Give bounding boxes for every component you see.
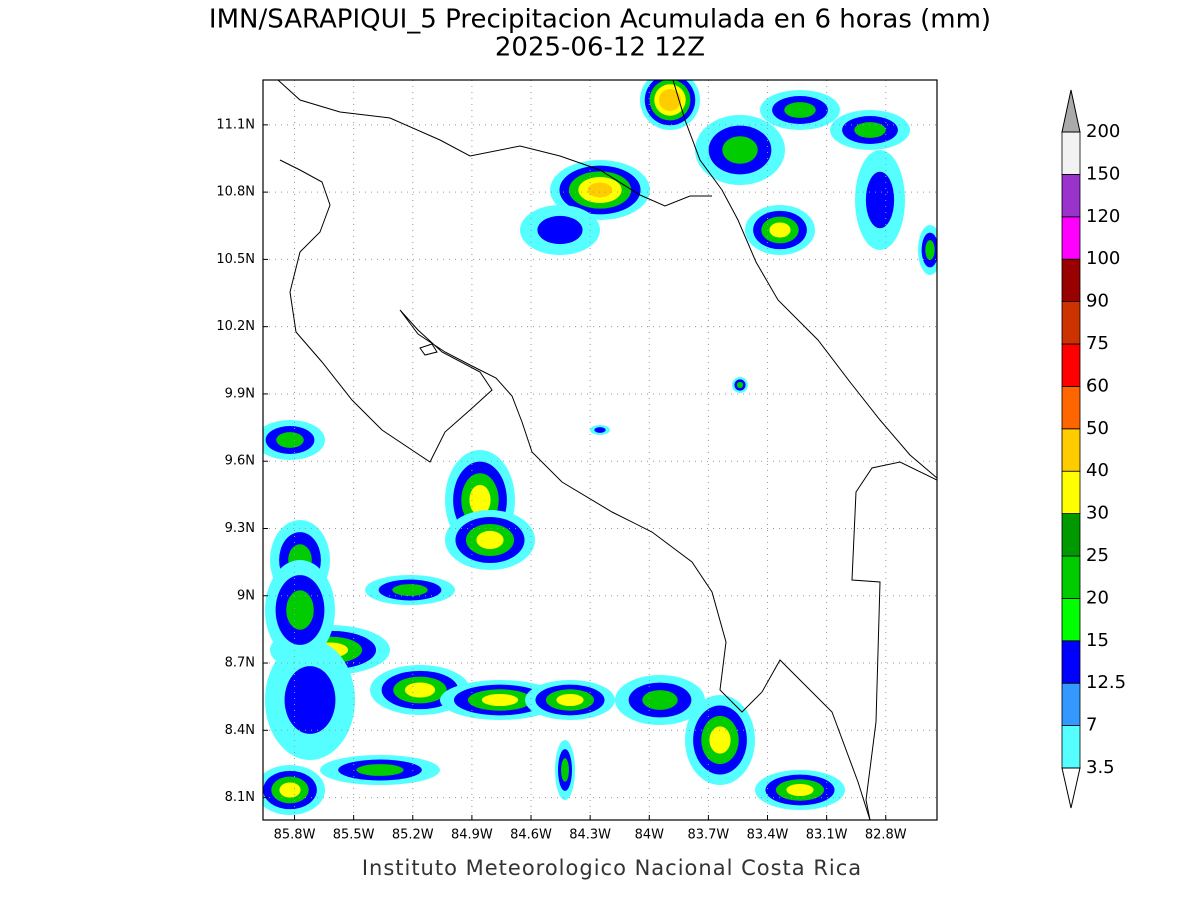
island xyxy=(419,343,438,356)
precip-contour xyxy=(356,764,404,776)
colorbar-segment xyxy=(1061,301,1081,345)
x-tick-label: 84W xyxy=(635,828,665,843)
pacific-coast xyxy=(279,159,871,820)
caribbean-coast xyxy=(672,80,937,479)
colorbar-segment xyxy=(1061,173,1081,218)
y-tick-label: 11.1N xyxy=(216,117,255,132)
colorbar-label: 30 xyxy=(1086,503,1109,524)
panama-border xyxy=(851,461,937,820)
y-tick-label: 10.8N xyxy=(216,185,255,200)
colorbar-segment xyxy=(1061,725,1081,769)
colorbar-label: 15 xyxy=(1086,630,1109,651)
x-tick-label: 84.3W xyxy=(569,828,611,843)
y-tick-label: 9.6N xyxy=(225,454,255,469)
precip-contour xyxy=(594,427,606,433)
y-tick-label: 10.5N xyxy=(216,252,255,267)
colorbar-label: 40 xyxy=(1086,460,1109,481)
colorbar-segment xyxy=(1061,470,1081,515)
map-subtitle: 2025-06-12 12Z xyxy=(495,33,705,63)
x-tick-label: 82.8W xyxy=(865,828,907,843)
colorbar-segment xyxy=(1061,555,1081,599)
colorbar-label: 7 xyxy=(1086,715,1097,736)
colorbar-segment xyxy=(1061,385,1081,430)
border-north xyxy=(277,80,712,207)
precip-contour xyxy=(642,690,678,710)
precip-contour xyxy=(469,484,491,516)
precipitation-field xyxy=(263,80,937,815)
x-tick-label: 84.9W xyxy=(451,828,493,843)
y-tick-label: 9.9N xyxy=(225,386,255,401)
colorbar-label: 25 xyxy=(1086,545,1109,566)
x-tick-label: 84.6W xyxy=(510,828,552,843)
colorbar-under xyxy=(1061,767,1081,809)
precip-contour xyxy=(392,584,428,596)
x-tick-label: 85.8W xyxy=(274,828,316,843)
precip-contour xyxy=(404,682,436,698)
x-tick-label: 83.1W xyxy=(806,828,848,843)
precip-contour xyxy=(925,240,935,260)
x-tick-label: 83.4W xyxy=(747,828,789,843)
precip-contour xyxy=(556,693,584,707)
colorbar-segment xyxy=(1061,258,1081,303)
x-tick-label: 83.7W xyxy=(687,828,729,843)
colorbar-label: 50 xyxy=(1086,418,1109,439)
y-tick-label: 8.4N xyxy=(225,723,255,738)
y-tick-label: 8.1N xyxy=(225,790,255,805)
precip-contour xyxy=(854,122,886,138)
colorbar-label: 20 xyxy=(1086,587,1109,608)
colorbar-label: 120 xyxy=(1086,206,1120,227)
map-title: IMN/SARAPIQUI_5 Precipitacion Acumulada … xyxy=(209,5,991,35)
precip-contour xyxy=(769,222,791,238)
colorbar-segment xyxy=(1061,216,1081,260)
y-tick-label: 9N xyxy=(237,588,255,603)
precip-contour xyxy=(587,182,613,198)
precip-contour xyxy=(865,171,895,229)
colorbar-label: 90 xyxy=(1086,291,1109,312)
grid: 85.8W 85.5W 85.2W 84.9W 84.6W 84.3W 84W 83.7W 83… xyxy=(216,80,937,843)
precip-contour xyxy=(476,530,504,550)
precip-contour xyxy=(784,102,816,118)
colorbar-label: 12.5 xyxy=(1086,672,1126,693)
y-tick-label: 8.7N xyxy=(225,656,255,671)
colorbar-label: 75 xyxy=(1086,333,1109,354)
precip-contour xyxy=(286,590,314,630)
colorbar-label: 200 xyxy=(1086,121,1120,142)
colorbar-label: 150 xyxy=(1086,163,1120,184)
y-tick-label: 9.3N xyxy=(225,521,255,536)
precip-contour xyxy=(481,693,519,707)
precip-contour xyxy=(279,782,301,798)
precip-contour xyxy=(561,758,569,782)
colorbar-segment xyxy=(1061,640,1081,684)
colorbar-segment xyxy=(1061,513,1081,557)
y-tick-label: 10.2N xyxy=(216,319,255,334)
precip-contour xyxy=(786,783,814,797)
precip-contour xyxy=(736,381,744,389)
footer: Instituto Meteorologico Nacional Costa R… xyxy=(362,856,862,880)
colorbar-segment xyxy=(1061,682,1081,727)
precip-contour xyxy=(276,432,304,448)
precip-contour xyxy=(663,93,677,107)
colorbar-segment xyxy=(1061,343,1081,387)
x-tick-label: 85.5W xyxy=(333,828,375,843)
colorbar-label: 60 xyxy=(1086,375,1109,396)
precip-contour xyxy=(284,666,336,734)
colorbar-segment xyxy=(1061,131,1081,175)
coastlines xyxy=(277,80,937,820)
precip-contour xyxy=(722,136,758,164)
colorbar-label: 100 xyxy=(1086,248,1120,269)
colorbar-over xyxy=(1061,89,1081,133)
colorbar: 3.5 7 12.5 15 20 25 30 40 50 60 75 90 100 120 150 200 xyxy=(1061,89,1126,809)
precip-contour xyxy=(709,726,731,754)
colorbar-label: 3.5 xyxy=(1086,757,1115,778)
plot-frame xyxy=(262,79,938,821)
x-tick-label: 85.2W xyxy=(392,828,434,843)
colorbar-segment xyxy=(1061,598,1081,642)
colorbar-segment xyxy=(1061,428,1081,472)
precip-contour xyxy=(537,215,583,245)
